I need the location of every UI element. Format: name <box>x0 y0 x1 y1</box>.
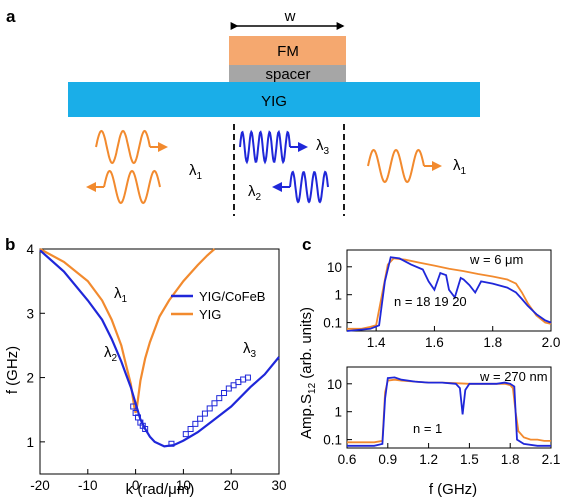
b-data-point <box>244 374 251 381</box>
c-top-xtick-label: 1.8 <box>483 335 502 350</box>
panel-a-letter: a <box>6 7 16 26</box>
b-xtick-label: -10 <box>78 478 98 493</box>
wave-left-forward <box>95 129 151 165</box>
width-label: w <box>284 8 296 25</box>
c-top-series-orange <box>347 257 552 330</box>
wave-label-center-bottom: λ2 <box>248 183 262 203</box>
c-top-xtick-label: 1.4 <box>367 335 386 350</box>
fm-label: FM <box>277 43 299 60</box>
b-data-point <box>197 415 204 422</box>
c-bottom-modes: n = 1 <box>413 421 442 436</box>
c-bottom-axes-frame <box>346 366 552 449</box>
wave-center-lambda2 <box>289 170 329 204</box>
c-bottom-annotation: w = 270 nm <box>479 369 548 384</box>
yig-layer <box>68 82 480 117</box>
b-data-point <box>206 405 213 412</box>
b-data-point <box>142 426 149 432</box>
c-top-xtick-label: 2.0 <box>542 335 561 350</box>
c-top-axes-frame <box>346 249 552 332</box>
c-bottom-xtick-label: 1.5 <box>460 452 479 467</box>
c-top-ytick-label: 1 <box>334 288 342 303</box>
b-series-yig-cofeb <box>39 249 280 448</box>
c-bottom-xtick-label: 1.8 <box>501 452 520 467</box>
c-xlabel: f (GHz) <box>429 481 477 498</box>
panel-c-letter: c <box>302 235 311 254</box>
c-bottom-xtick-label: 2.1 <box>542 452 561 467</box>
spacer-label: spacer <box>265 66 310 83</box>
wave-center-lambda3 <box>239 129 291 165</box>
curve-label-l2: λ2 <box>104 344 118 364</box>
b-data-point <box>235 379 242 386</box>
c-bottom-xtick-label: 0.9 <box>378 452 397 467</box>
curve-label-l1: λ1 <box>114 285 128 305</box>
wave-label-left: λ1 <box>189 162 203 182</box>
c-bottom-xtick-label: 1.2 <box>419 452 438 467</box>
spin-waves <box>86 129 442 205</box>
legend-label-yig-cofeb: YIG/CoFeB <box>199 289 265 304</box>
c-top-modes: n = 18 19 20 <box>394 294 467 309</box>
panel-c-top-plot: 1.4 1.6 1.8 2.0 0.1 1 10 <box>323 249 561 350</box>
c-bottom-ytick-label: 1 <box>334 405 342 420</box>
wave-right-forward <box>367 148 425 184</box>
b-xlabel: k (rad/μm) <box>126 481 195 498</box>
b-xtick-label: 20 <box>224 478 239 493</box>
b-ylabel: f (GHz) <box>4 346 21 394</box>
b-series-yig <box>39 248 216 414</box>
b-data-point <box>211 400 218 407</box>
panel-b-plot: -20 -10 0 10 20 30 1 2 3 4 <box>26 242 286 493</box>
fm-layer <box>229 36 346 65</box>
c-bottom-ytick-label: 0.1 <box>323 433 342 448</box>
b-xtick-label: 30 <box>271 478 286 493</box>
c-bottom-series-orange <box>347 378 551 444</box>
b-xtick-label: 0 <box>132 478 140 493</box>
b-ytick-label: 2 <box>26 371 34 386</box>
c-top-annotation: w = 6 μm <box>469 252 523 267</box>
b-data-point <box>192 420 199 427</box>
spacer-layer <box>229 65 346 82</box>
b-data-point <box>182 431 189 438</box>
b-data-point <box>225 385 232 392</box>
c-top-ytick-label: 0.1 <box>323 316 342 331</box>
b-ytick-label: 1 <box>26 435 34 450</box>
c-top-ytick-label: 10 <box>327 260 342 275</box>
b-ytick-label: 4 <box>26 242 34 257</box>
c-bottom-ytick-label: 10 <box>327 377 342 392</box>
wave-label-center-top: λ3 <box>316 137 330 157</box>
wave-left-backward <box>103 169 161 205</box>
panel-b-letter: b <box>5 235 15 254</box>
c-bottom-xtick-label: 0.6 <box>338 452 357 467</box>
b-data-point <box>240 376 247 383</box>
b-data-point <box>187 426 194 432</box>
b-ytick-label: 3 <box>26 306 34 321</box>
c-top-series-blue <box>346 256 552 332</box>
b-axes-frame <box>39 248 280 475</box>
b-data-point <box>216 395 223 402</box>
b-data-point <box>230 382 237 389</box>
b-data-point <box>168 440 175 447</box>
panel-c-bottom-plot: 0.6 0.9 1.2 1.5 1.8 2.1 0.1 1 10 <box>323 366 561 467</box>
curve-label-l3: λ3 <box>243 340 257 360</box>
c-ylabel: Amp.S12 (arb. units) <box>298 307 318 439</box>
b-data-point <box>201 410 208 417</box>
yig-label: YIG <box>261 93 287 110</box>
b-xtick-label: -20 <box>30 478 50 493</box>
b-xtick-label: 10 <box>176 478 191 493</box>
b-data-point <box>221 390 228 396</box>
wave-label-right: λ1 <box>453 157 467 177</box>
b-data-point <box>130 403 137 410</box>
c-bottom-series-blue <box>347 376 551 447</box>
c-top-xtick-label: 1.6 <box>425 335 444 350</box>
legend-label-yig: YIG <box>199 307 221 322</box>
